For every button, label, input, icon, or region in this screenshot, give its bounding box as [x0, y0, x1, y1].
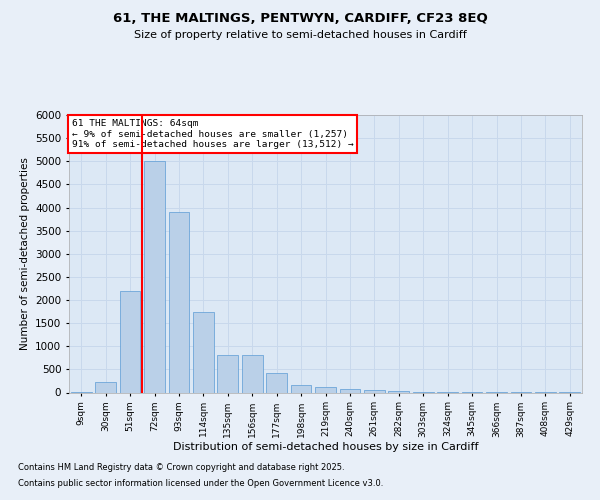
Bar — [340, 389, 361, 392]
Bar — [193, 312, 214, 392]
Text: 61 THE MALTINGS: 64sqm
← 9% of semi-detached houses are smaller (1,257)
91% of s: 61 THE MALTINGS: 64sqm ← 9% of semi-deta… — [71, 119, 353, 149]
Bar — [290, 385, 311, 392]
X-axis label: Distribution of semi-detached houses by size in Cardiff: Distribution of semi-detached houses by … — [173, 442, 478, 452]
Y-axis label: Number of semi-detached properties: Number of semi-detached properties — [20, 158, 29, 350]
Bar — [95, 382, 116, 392]
Bar — [315, 388, 336, 392]
Bar — [144, 161, 165, 392]
Text: Contains HM Land Registry data © Crown copyright and database right 2025.: Contains HM Land Registry data © Crown c… — [18, 464, 344, 472]
Bar — [242, 355, 263, 393]
Text: 61, THE MALTINGS, PENTWYN, CARDIFF, CF23 8EQ: 61, THE MALTINGS, PENTWYN, CARDIFF, CF23… — [113, 12, 487, 26]
Bar — [266, 373, 287, 392]
Bar — [364, 390, 385, 392]
Bar — [169, 212, 190, 392]
Bar — [388, 391, 409, 392]
Bar — [217, 355, 238, 393]
Text: Size of property relative to semi-detached houses in Cardiff: Size of property relative to semi-detach… — [134, 30, 466, 40]
Text: Contains public sector information licensed under the Open Government Licence v3: Contains public sector information licen… — [18, 478, 383, 488]
Bar — [119, 291, 140, 392]
